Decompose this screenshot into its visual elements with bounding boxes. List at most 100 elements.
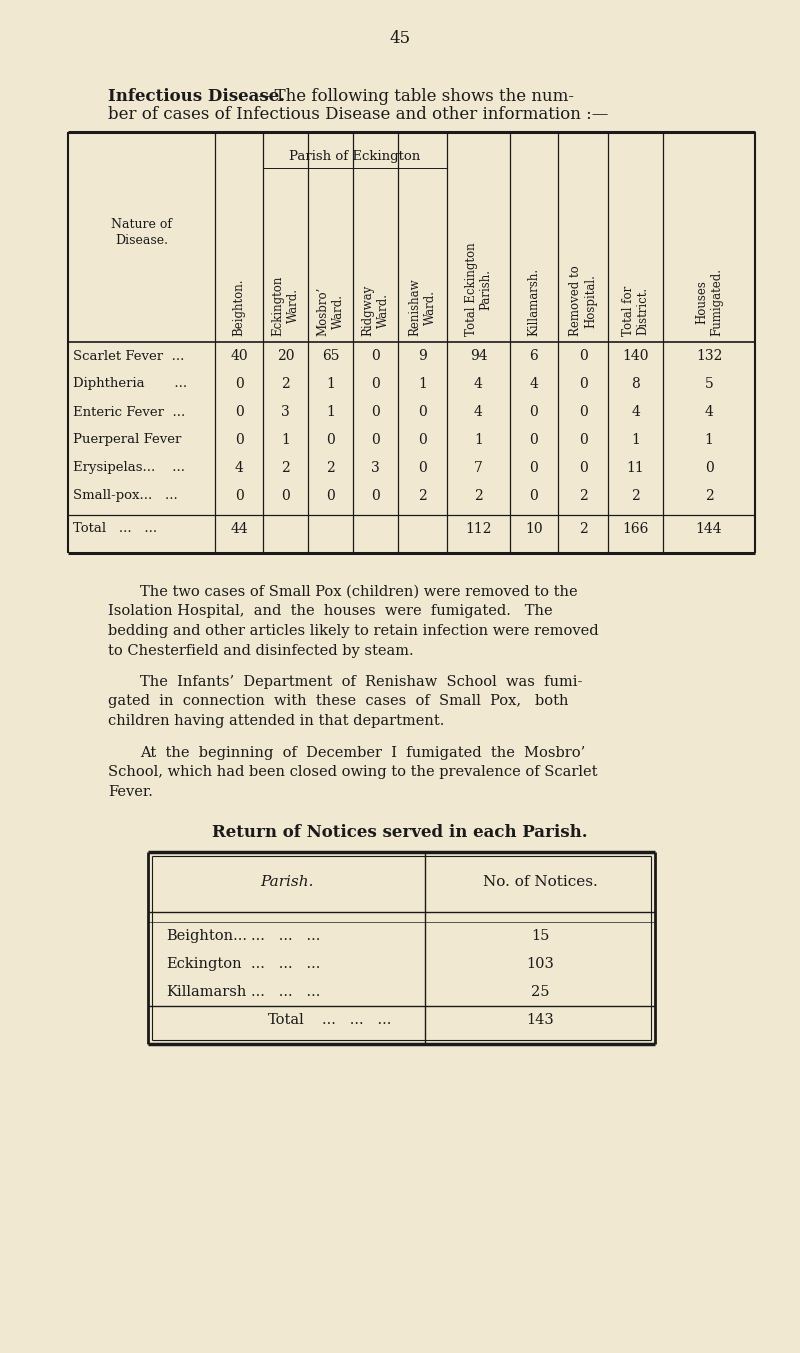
Text: Beighton...: Beighton... xyxy=(166,930,247,943)
Text: to Chesterfield and disinfected by steam.: to Chesterfield and disinfected by steam… xyxy=(108,644,414,658)
Text: Beighton.: Beighton. xyxy=(233,279,246,336)
Text: 2: 2 xyxy=(705,488,714,503)
Text: 0: 0 xyxy=(371,433,380,446)
Text: Total   ...   ...: Total ... ... xyxy=(73,522,157,536)
Text: 1: 1 xyxy=(705,433,714,446)
Text: Infectious Disease.: Infectious Disease. xyxy=(108,88,285,106)
Text: 4: 4 xyxy=(234,461,243,475)
Text: 1: 1 xyxy=(631,433,640,446)
Text: 4: 4 xyxy=(631,405,640,419)
Text: Eckington
Ward.: Eckington Ward. xyxy=(271,276,299,336)
Text: 44: 44 xyxy=(230,522,248,536)
Text: 9: 9 xyxy=(418,349,427,363)
Text: 6: 6 xyxy=(530,349,538,363)
Text: Killamarsh: Killamarsh xyxy=(166,985,246,999)
Text: 140: 140 xyxy=(622,349,649,363)
Text: bedding and other articles likely to retain infection were removed: bedding and other articles likely to ret… xyxy=(108,624,598,639)
Text: 25: 25 xyxy=(530,985,550,999)
Text: 4: 4 xyxy=(530,377,538,391)
Text: 3: 3 xyxy=(371,461,380,475)
Text: 11: 11 xyxy=(626,461,644,475)
Text: ...   ...   ...: ... ... ... xyxy=(251,957,320,971)
Text: 0: 0 xyxy=(530,405,538,419)
Text: Isolation Hospital,  and  the  houses  were  fumigated.   The: Isolation Hospital, and the houses were … xyxy=(108,605,553,618)
Text: 2: 2 xyxy=(631,488,640,503)
Text: 65: 65 xyxy=(322,349,339,363)
Text: 3: 3 xyxy=(281,405,290,419)
Text: 0: 0 xyxy=(418,433,427,446)
Text: 2: 2 xyxy=(281,377,290,391)
Text: The  Infants’  Department  of  Renishaw  School  was  fumi-: The Infants’ Department of Renishaw Scho… xyxy=(140,675,582,689)
Text: Return of Notices served in each Parish.: Return of Notices served in each Parish. xyxy=(212,824,588,842)
Text: 166: 166 xyxy=(622,522,649,536)
Text: 132: 132 xyxy=(696,349,722,363)
Text: Disease.: Disease. xyxy=(115,234,168,248)
Text: Parish.: Parish. xyxy=(260,875,314,889)
Text: 10: 10 xyxy=(525,522,543,536)
Text: 20: 20 xyxy=(277,349,294,363)
Text: 8: 8 xyxy=(631,377,640,391)
Text: Killamarsh.: Killamarsh. xyxy=(527,268,541,336)
Text: 2: 2 xyxy=(578,488,587,503)
Text: ...   ...   ...: ... ... ... xyxy=(322,1013,391,1027)
Text: 5: 5 xyxy=(705,377,714,391)
Text: Erysipelas...    ...: Erysipelas... ... xyxy=(73,461,185,475)
Text: 0: 0 xyxy=(578,405,587,419)
Text: 40: 40 xyxy=(230,349,248,363)
Text: Small-pox...   ...: Small-pox... ... xyxy=(73,490,178,502)
Text: 0: 0 xyxy=(530,488,538,503)
Text: 0: 0 xyxy=(418,405,427,419)
Text: 45: 45 xyxy=(390,30,410,47)
Text: 4: 4 xyxy=(474,377,483,391)
Text: 2: 2 xyxy=(418,488,427,503)
Text: Total: Total xyxy=(268,1013,305,1027)
Text: Mosbro’
Ward.: Mosbro’ Ward. xyxy=(317,287,345,336)
Text: Puerperal Fever: Puerperal Fever xyxy=(73,433,182,446)
Text: Ridgway
Ward.: Ridgway Ward. xyxy=(362,284,390,336)
Text: 103: 103 xyxy=(526,957,554,971)
Text: 2: 2 xyxy=(281,461,290,475)
Text: School, which had been closed owing to the prevalence of Scarlet: School, which had been closed owing to t… xyxy=(108,764,598,779)
Text: ber of cases of Infectious Disease and other information :—: ber of cases of Infectious Disease and o… xyxy=(108,106,608,123)
Text: 0: 0 xyxy=(326,488,335,503)
Text: Parish of Eckington: Parish of Eckington xyxy=(290,150,421,162)
Text: 0: 0 xyxy=(578,349,587,363)
Text: 144: 144 xyxy=(696,522,722,536)
Text: 0: 0 xyxy=(418,461,427,475)
Text: 0: 0 xyxy=(234,433,243,446)
Text: Eckington: Eckington xyxy=(166,957,242,971)
Text: 0: 0 xyxy=(371,488,380,503)
Text: 4: 4 xyxy=(474,405,483,419)
Text: Removed to
Hospital.: Removed to Hospital. xyxy=(569,265,597,336)
Text: 0: 0 xyxy=(326,433,335,446)
Text: 0: 0 xyxy=(371,377,380,391)
Text: 0: 0 xyxy=(578,461,587,475)
Text: 0: 0 xyxy=(530,433,538,446)
Text: ...   ...   ...: ... ... ... xyxy=(251,930,320,943)
Text: 7: 7 xyxy=(474,461,483,475)
Text: 112: 112 xyxy=(466,522,492,536)
Text: Renishaw
Ward.: Renishaw Ward. xyxy=(409,279,437,336)
Text: Total for
District.: Total for District. xyxy=(622,285,650,336)
Text: 0: 0 xyxy=(281,488,290,503)
Text: Enteric Fever  ...: Enteric Fever ... xyxy=(73,406,186,418)
Text: 0: 0 xyxy=(234,405,243,419)
Text: 0: 0 xyxy=(371,349,380,363)
Text: 0: 0 xyxy=(530,461,538,475)
Text: 1: 1 xyxy=(474,433,483,446)
Text: —The following table shows the num-: —The following table shows the num- xyxy=(258,88,574,106)
Text: 1: 1 xyxy=(281,433,290,446)
Text: 0: 0 xyxy=(234,488,243,503)
Text: The two cases of Small Pox (children) were removed to the: The two cases of Small Pox (children) we… xyxy=(140,584,578,599)
Text: 0: 0 xyxy=(705,461,714,475)
Text: 1: 1 xyxy=(326,405,335,419)
Text: 0: 0 xyxy=(578,433,587,446)
Text: gated  in  connection  with  these  cases  of  Small  Pox,   both: gated in connection with these cases of … xyxy=(108,694,569,709)
Text: 1: 1 xyxy=(418,377,427,391)
Text: 2: 2 xyxy=(578,522,587,536)
Text: 15: 15 xyxy=(531,930,549,943)
Text: Nature of: Nature of xyxy=(111,218,172,231)
Text: At  the  beginning  of  December  I  fumigated  the  Mosbro’: At the beginning of December I fumigated… xyxy=(140,746,586,759)
Text: 4: 4 xyxy=(705,405,714,419)
Text: Houses
Fumigated.: Houses Fumigated. xyxy=(695,268,723,336)
